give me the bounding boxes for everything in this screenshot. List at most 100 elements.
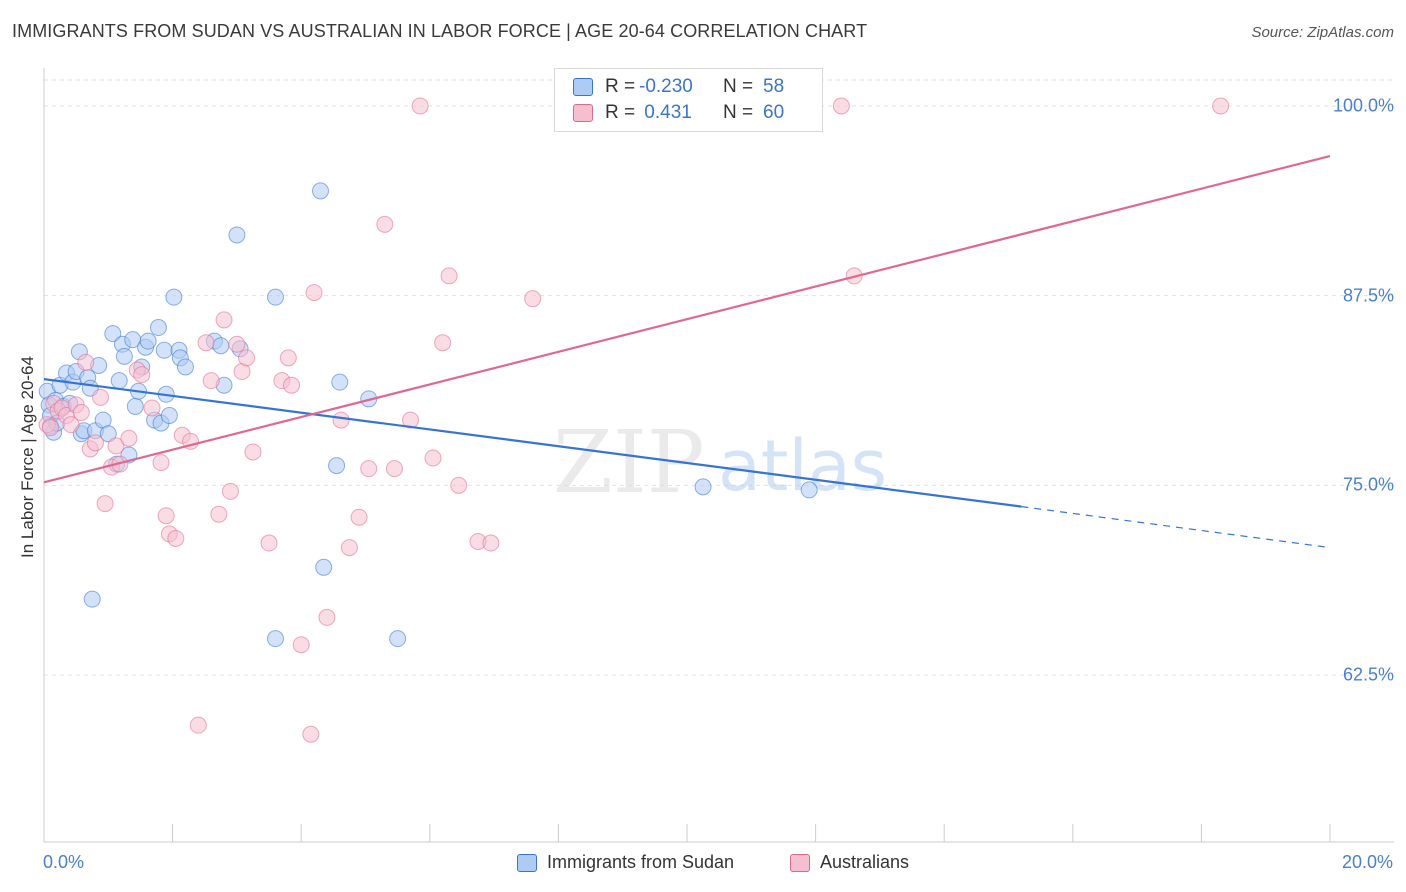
australians-point (189, 716, 207, 734)
bottom-legend-sudan: Immigrants from Sudan (517, 852, 734, 873)
australians-point (279, 349, 297, 367)
sudan-point (176, 358, 194, 376)
sudan-point (389, 630, 407, 648)
sudan-point (212, 337, 230, 355)
sudan-point (311, 182, 329, 200)
legend-n-value: 60 (763, 102, 785, 123)
sudan-point (800, 481, 818, 499)
australians-point (167, 529, 185, 547)
sudan-point (104, 325, 122, 343)
sudan-point (149, 319, 167, 337)
australians-point (143, 399, 161, 417)
chart-title: IMMIGRANTS FROM SUDAN VS AUSTRALIAN IN L… (12, 21, 868, 41)
legend-n-label: N = (723, 102, 754, 123)
australians-point (244, 443, 262, 461)
australians-point (96, 495, 114, 513)
australians-point (228, 335, 246, 353)
sudan-trend-line (43, 378, 1022, 508)
australians-point (424, 449, 442, 467)
axes (43, 68, 1394, 843)
australians-point (450, 476, 468, 494)
australians-point (41, 419, 59, 437)
x-tick-max: 20.0% (1341, 852, 1393, 872)
australians-point (434, 334, 452, 352)
x-tick-min: 0.0% (43, 852, 85, 872)
sudan-point (266, 288, 284, 306)
sudan-point (83, 590, 101, 608)
bottom-legend-swatch-australians (790, 853, 810, 872)
series-australians-points (38, 97, 1230, 743)
australians-point (210, 505, 228, 523)
watermark: ZIP atlas (553, 413, 887, 513)
australians-trend-line (43, 154, 1331, 484)
australians-point (152, 454, 170, 472)
sudan-point (115, 347, 133, 365)
bottom-legend-australians: Australians (790, 852, 909, 873)
australians-point (376, 215, 394, 233)
australians-point (411, 97, 429, 115)
australians-point (360, 460, 378, 478)
australians-point (62, 416, 80, 434)
australians-point (482, 534, 500, 552)
sudan-trend-extension (1021, 506, 1331, 549)
legend-r-value: -0.230 (639, 76, 693, 97)
australians-point (302, 725, 320, 743)
bottom-legend-swatch-sudan (517, 853, 537, 872)
y-tick-87-5: 87.5% (1342, 285, 1394, 306)
sudan-point (99, 425, 117, 443)
australians-point (305, 284, 323, 302)
australians-point (120, 429, 138, 447)
bottom-legend-label-sudan: Immigrants from Sudan (547, 852, 735, 872)
sudan-point (126, 397, 144, 415)
australians-point (1212, 97, 1230, 115)
sudan-point (266, 630, 284, 648)
sudan-point (165, 288, 183, 306)
australians-point (524, 290, 542, 308)
legend-swatch-australians (573, 104, 593, 122)
australians-point (832, 97, 850, 115)
legend-r-label: R = (605, 76, 636, 97)
sudan-point (315, 558, 333, 576)
source-label: Source: ZipAtlas.com (1251, 24, 1394, 41)
sudan-point (694, 478, 712, 496)
australians-point (440, 267, 458, 285)
sudan-point (110, 372, 128, 390)
legend-row-sudan: R = -0.230 N = 58 (573, 74, 784, 100)
australians-point (340, 539, 358, 557)
australians-point (260, 534, 278, 552)
trend-lines (43, 154, 1331, 549)
australians-point (107, 437, 125, 455)
australians-point (332, 411, 350, 429)
sudan-point (331, 373, 349, 391)
australians-point (221, 482, 239, 500)
australians-point (157, 507, 175, 525)
australians-point (283, 376, 301, 394)
sudan-point (160, 407, 178, 425)
bottom-legend-label-australians: Australians (820, 852, 910, 872)
sudan-point (228, 226, 246, 244)
australians-point (92, 388, 110, 406)
y-tick-100: 100.0% (1332, 95, 1394, 116)
sudan-point (328, 457, 346, 475)
australians-point (197, 334, 215, 352)
legend-n-value: 58 (763, 76, 785, 97)
legend-r-value: 0.431 (639, 102, 692, 123)
australians-point (77, 353, 95, 371)
sudan-point (139, 332, 157, 350)
australians-point (202, 372, 220, 390)
australians-point (238, 349, 256, 367)
australians-point (133, 366, 151, 384)
y-tick-62-5: 62.5% (1342, 664, 1394, 685)
australians-point (402, 411, 420, 429)
sudan-point (155, 341, 173, 359)
australians-point (215, 311, 233, 329)
australians-point (292, 636, 310, 654)
correlation-legend: R = -0.230 N = 58 R = 0.431 N = 60 (554, 68, 823, 132)
legend-n-label: N = (723, 76, 754, 97)
australians-point (350, 508, 368, 526)
legend-r-label: R = (605, 102, 636, 123)
australians-point (72, 404, 90, 422)
y-axis-label: In Labor Force | Age 20-64 (18, 356, 37, 558)
legend-swatch-sudan (573, 78, 593, 96)
